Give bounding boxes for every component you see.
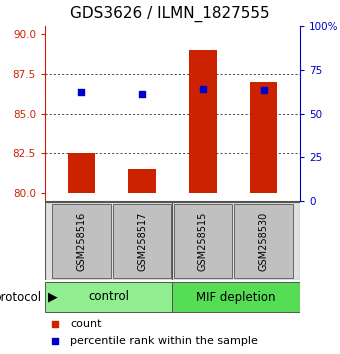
Point [52,321,58,327]
Point [79,89,84,95]
Text: GSM258515: GSM258515 [198,211,208,271]
Bar [52,204,110,279]
Point [52,338,58,344]
Point [139,92,145,97]
Bar [189,50,217,193]
Bar [250,82,277,193]
Bar [45,282,172,312]
Text: protocol: protocol [0,291,41,303]
Bar [68,153,95,193]
Text: MIF depletion: MIF depletion [197,291,276,303]
Text: GSM258516: GSM258516 [76,211,86,270]
Bar [234,204,293,279]
Point [200,86,206,92]
Bar [113,204,171,279]
Text: GSM258530: GSM258530 [259,211,269,270]
Text: GSM258517: GSM258517 [137,211,147,271]
Text: count: count [70,319,102,329]
Text: ▶: ▶ [48,291,58,303]
Text: control: control [88,291,129,303]
Point [261,87,266,92]
Bar [129,169,156,193]
Bar [174,204,232,279]
Bar [172,282,300,312]
Text: percentile rank within the sample: percentile rank within the sample [70,336,258,346]
Text: GDS3626 / ILMN_1827555: GDS3626 / ILMN_1827555 [70,6,270,22]
